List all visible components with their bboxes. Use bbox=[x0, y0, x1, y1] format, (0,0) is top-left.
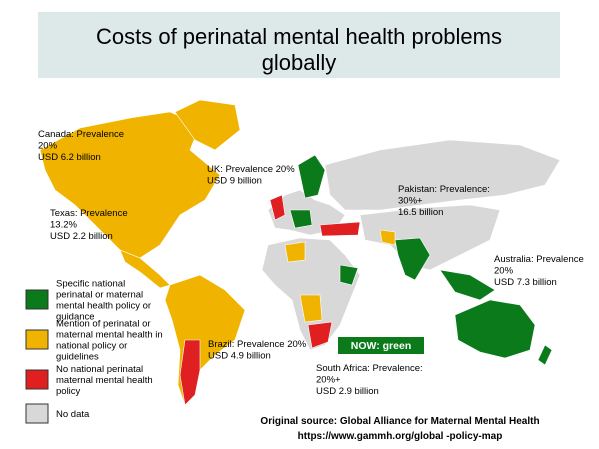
annotation-line: 20%+ bbox=[316, 375, 341, 386]
legend-label: guidelines bbox=[56, 352, 99, 363]
legend-swatch bbox=[25, 329, 49, 350]
turkey bbox=[319, 221, 361, 237]
legend-swatch bbox=[25, 369, 49, 390]
new-zealand bbox=[537, 344, 553, 366]
source: Original source: Global Alliance for Mat… bbox=[260, 416, 539, 442]
argentina bbox=[179, 339, 201, 406]
legend-label: mental health policy or bbox=[56, 301, 151, 312]
legend-label: policy bbox=[56, 386, 81, 397]
uk bbox=[269, 194, 286, 221]
legend-label: Specific national bbox=[56, 279, 125, 290]
annotation-line: USD 2.9 billion bbox=[316, 386, 379, 397]
annotation-line: UK: Prevalence 20% bbox=[207, 164, 295, 175]
north-africa bbox=[284, 241, 306, 263]
source-line: https://www.gammh.org/global -policy-map bbox=[298, 431, 503, 442]
annotation-line: Texas: Prevalence bbox=[50, 208, 128, 219]
legend-label: No data bbox=[56, 409, 90, 420]
ethiopia bbox=[339, 264, 359, 286]
annotation-line: Canada: Prevalence bbox=[38, 129, 124, 140]
title: Costs of perinatal mental health problem… bbox=[96, 24, 502, 75]
legend-label: guidance bbox=[56, 312, 95, 323]
legend-label: national policy or bbox=[56, 341, 127, 352]
annotation-line: USD 4.9 billion bbox=[208, 351, 271, 362]
southeast-asia bbox=[439, 269, 496, 301]
south-africa bbox=[307, 321, 333, 349]
legend-label: Mention of perinatal or bbox=[56, 319, 151, 330]
scandinavia bbox=[297, 154, 326, 199]
title-box bbox=[38, 12, 560, 78]
world-map bbox=[39, 99, 561, 406]
annotation-line: USD 9 billion bbox=[207, 176, 262, 187]
annotation-line: 13.2% bbox=[50, 220, 77, 231]
india bbox=[394, 237, 431, 281]
annotation-line: South Africa: Prevalence: bbox=[316, 363, 423, 374]
annotation-line: USD 6.2 billion bbox=[38, 152, 101, 163]
annotation-line: 20% bbox=[38, 141, 58, 152]
annotation-line: 30%+ bbox=[398, 196, 423, 207]
badge: NOW: green bbox=[351, 340, 411, 352]
greenland bbox=[174, 99, 241, 151]
pakistan bbox=[379, 229, 396, 246]
africa bbox=[261, 237, 361, 351]
central-america bbox=[119, 249, 171, 289]
annotation-line: Brazil: Prevalence 20% bbox=[208, 339, 307, 350]
legend-label: No national perinatal bbox=[56, 364, 143, 375]
annotation-line: 20% bbox=[494, 266, 514, 277]
badge-box bbox=[338, 337, 424, 354]
source-line: Original source: Global Alliance for Mat… bbox=[260, 416, 539, 427]
title-line: Costs of perinatal mental health problem… bbox=[96, 24, 502, 49]
annotation-line: 16.5 billion bbox=[398, 207, 443, 218]
north-america bbox=[39, 111, 221, 259]
annotation-line: USD 7.3 billion bbox=[494, 277, 557, 288]
legend-label: perinatal or maternal bbox=[56, 290, 143, 301]
legend-swatch bbox=[25, 403, 49, 424]
legend-swatch bbox=[25, 289, 49, 310]
annotation-line: USD 2.2 billion bbox=[50, 231, 113, 242]
central-africa bbox=[299, 294, 323, 323]
russia bbox=[324, 139, 561, 211]
legend-label: maternal mental health bbox=[56, 375, 153, 386]
title-line: globally bbox=[262, 50, 337, 75]
legend-label: maternal mental health in bbox=[56, 330, 163, 341]
australia bbox=[454, 299, 536, 359]
annotation-line: Australia: Prevalence bbox=[494, 254, 584, 265]
central-europe bbox=[289, 209, 313, 229]
annotation-line: Pakistan: Prevalence: bbox=[398, 184, 490, 195]
asia bbox=[359, 204, 501, 271]
